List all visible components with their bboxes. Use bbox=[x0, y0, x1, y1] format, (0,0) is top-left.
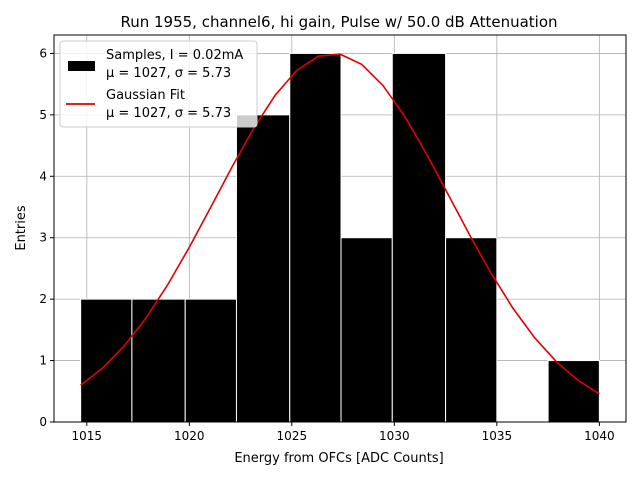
y-tick-label: 1 bbox=[39, 354, 47, 368]
histogram-bars bbox=[80, 52, 600, 423]
histogram-bar bbox=[289, 52, 342, 423]
histogram-bar bbox=[547, 360, 600, 423]
histogram-bar bbox=[445, 237, 498, 423]
x-axis-ticks: 1015 1020 1025 1030 1035 1040 bbox=[72, 422, 615, 443]
legend-swatch-samples bbox=[68, 61, 95, 71]
x-tick-label: 1030 bbox=[379, 429, 410, 443]
legend-box bbox=[59, 40, 258, 128]
x-axis-label: Energy from OFCs [ADC Counts] bbox=[234, 451, 443, 466]
legend: Samples, I = 0.02mA μ = 1027, σ = 5.73 G… bbox=[59, 40, 258, 128]
y-tick-label: 2 bbox=[39, 292, 47, 306]
x-tick-label: 1025 bbox=[277, 429, 308, 443]
y-tick-label: 5 bbox=[39, 108, 47, 122]
x-tick-label: 1035 bbox=[482, 429, 513, 443]
legend-stats-fit: μ = 1027, σ = 5.73 bbox=[106, 106, 231, 121]
y-tick-label: 4 bbox=[39, 169, 47, 183]
legend-stats-samples: μ = 1027, σ = 5.73 bbox=[106, 66, 231, 81]
x-tick-label: 1040 bbox=[584, 429, 615, 443]
plot-frame bbox=[53, 34, 627, 423]
histogram-bar bbox=[80, 298, 133, 423]
gaussian-fit-line bbox=[80, 53, 600, 395]
y-axis-label: Entries bbox=[14, 205, 29, 251]
legend-label-fit: Gaussian Fit bbox=[106, 88, 185, 103]
histogram-bar bbox=[391, 52, 447, 423]
y-axis-ticks: 0 1 2 3 4 5 6 bbox=[39, 46, 54, 429]
histogram-bar bbox=[131, 298, 186, 423]
legend-label-samples: Samples, I = 0.02mA bbox=[106, 48, 243, 63]
x-tick-label: 1015 bbox=[72, 429, 103, 443]
histogram-bar bbox=[184, 298, 237, 423]
y-tick-label: 0 bbox=[39, 415, 47, 429]
x-tick-label: 1020 bbox=[174, 429, 205, 443]
y-tick-label: 6 bbox=[39, 46, 47, 60]
histogram-bar bbox=[235, 114, 291, 423]
chart-title: Run 1955, channel6, hi gain, Pulse w/ 50… bbox=[120, 13, 557, 31]
gaussian-fit-curve bbox=[80, 53, 600, 395]
y-tick-label: 3 bbox=[39, 231, 47, 245]
histogram-bar bbox=[340, 237, 393, 423]
